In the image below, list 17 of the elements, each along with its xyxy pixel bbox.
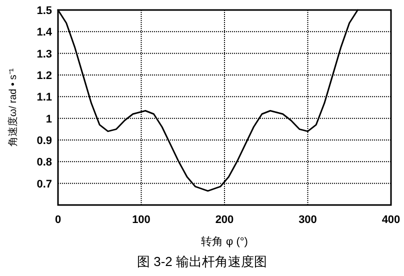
x-tick-label: 300 xyxy=(298,214,317,226)
x-axis-title: 转角 φ (°) xyxy=(201,236,248,248)
y-tick-label: 0.8 xyxy=(36,156,52,169)
x-tick-label: 100 xyxy=(132,214,150,226)
x-tick-label: 200 xyxy=(215,214,234,226)
y-tick-label: 1.3 xyxy=(36,48,52,60)
y-tick-label: 1 xyxy=(46,113,52,126)
y-tick-label: 1.2 xyxy=(36,70,52,82)
y-tick-label: 0.9 xyxy=(36,135,52,147)
x-tick-label: 0 xyxy=(54,214,62,226)
y-axis-title: 角速度ω/ rad • s⁻¹ xyxy=(7,68,19,147)
y-tick-label: 1.5 xyxy=(36,5,52,17)
caption: 图 3-2 输出杆角速度图 xyxy=(136,254,268,269)
y-tick-label: 1.1 xyxy=(36,92,52,104)
y-tick-label: 0.7 xyxy=(36,178,52,190)
y-tick-label: 1.4 xyxy=(36,26,53,39)
x-tick-label: 400 xyxy=(382,214,400,226)
